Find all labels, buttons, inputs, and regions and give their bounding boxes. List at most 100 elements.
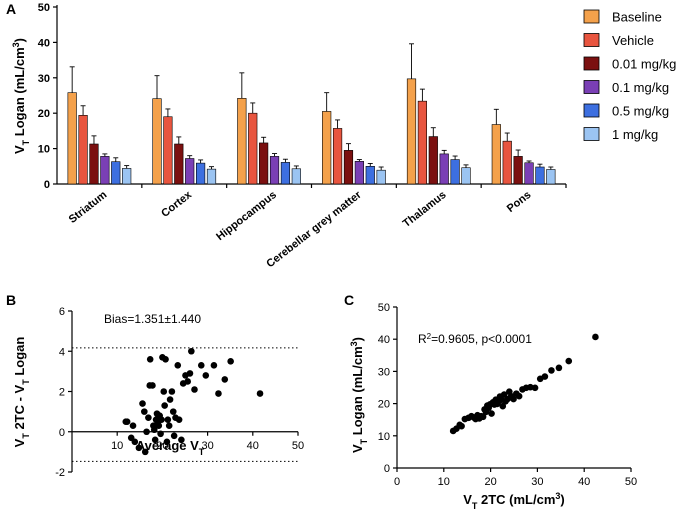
panel-b-point — [151, 436, 159, 444]
panel-a-y-title: VT Logan (mL/cm3) — [11, 38, 31, 154]
panel-c-anno-sup: 2 — [427, 332, 432, 341]
panel-b-ylabel-v1: V — [12, 438, 27, 447]
panel-c-x-tick-label: 20 — [484, 476, 496, 488]
panel-c-point — [531, 384, 539, 392]
panel-b-x-tick-label: 50 — [292, 440, 304, 452]
bar — [406, 78, 417, 185]
bar — [365, 166, 375, 185]
panel-a-ylabel-sub: T — [21, 139, 31, 145]
panel-a-y-tick-label: 40 — [38, 37, 50, 49]
panel-c-ylabel-sub: T — [359, 438, 369, 444]
legend-swatch — [583, 33, 600, 47]
panel-a-y-tick-label: 30 — [38, 73, 50, 85]
panel-b-y-tick-label: 2 — [59, 387, 65, 399]
legend-swatch — [583, 56, 600, 71]
panel-a-ylabel-rest: Logan (mL/cm — [12, 47, 27, 139]
legend-label: 1 mg/kg — [612, 127, 658, 142]
panel-c-y-tick-label: 10 — [378, 431, 390, 443]
panel-c-anno-rest: =0.9605, p<0.0001 — [431, 332, 532, 346]
panel-c-anno-main: R — [418, 332, 427, 346]
panel-b-point — [149, 382, 156, 389]
panel-a-ylabel-end: ) — [12, 38, 27, 42]
panel-c-point — [479, 413, 487, 421]
panel-b-point — [210, 362, 218, 369]
bar — [206, 168, 217, 185]
bar — [439, 153, 449, 185]
bar — [152, 98, 162, 185]
panel-b-ylabel-mid: 2TC - V — [12, 384, 27, 433]
bar — [78, 115, 88, 185]
bar — [237, 98, 247, 185]
bar — [524, 162, 534, 185]
panel-a-letter: A — [6, 1, 16, 17]
bar — [111, 161, 121, 185]
panel-b-point — [160, 388, 168, 395]
legend-swatch — [583, 127, 600, 141]
bar — [259, 142, 269, 185]
panel-c-point — [488, 410, 495, 417]
svg-text:VT 2TC - VT Logan: VT 2TC - VT Logan — [12, 337, 31, 448]
panel-b-point — [164, 416, 172, 423]
panel-c-x-title: VT 2TC (mL/cm3) — [463, 491, 565, 511]
panel-b-point — [161, 402, 168, 409]
panel-a-category-label: Cortex — [159, 188, 195, 219]
panel-b-point — [163, 438, 171, 446]
panel-b-y-title: VT 2TC - VT Logan — [12, 337, 31, 448]
panel-b-point — [162, 356, 169, 363]
panel-b-y-tick-label: 0 — [59, 427, 65, 439]
panel-a-category-label: Hippocampus — [214, 189, 279, 243]
legend-swatch — [583, 103, 600, 118]
panel-a-y-tick-label: 50 — [38, 2, 50, 14]
panel-b-point — [146, 356, 154, 363]
panel-c-xlabel-sup: 3 — [555, 491, 560, 501]
legend-swatch — [583, 80, 600, 94]
bar — [354, 161, 364, 185]
panel-b-point — [197, 362, 205, 369]
bar — [185, 158, 195, 185]
bar — [376, 169, 386, 185]
bar — [67, 92, 77, 185]
bar — [196, 162, 206, 185]
bar — [291, 168, 301, 185]
svg-text:VT Logan (mL/cm3): VT Logan (mL/cm3) — [11, 38, 31, 154]
panel-b-y-tick-label: 6 — [59, 306, 65, 318]
panel-b-point — [166, 396, 174, 403]
panel-b-point — [215, 390, 222, 397]
panel-c-plot: 0 10 20 30 40 50 0 10 20 30 40 50 — [378, 302, 637, 488]
bar — [491, 124, 501, 185]
panel-b-point — [169, 408, 177, 415]
panel-c-point — [510, 395, 517, 403]
panel-b-ylabel-end: Logan — [12, 337, 27, 380]
panel-a-y-tick-label: 20 — [38, 108, 50, 120]
panel-c-y-tick-label: 20 — [378, 399, 390, 411]
bar — [100, 156, 110, 185]
panel-b-letter: B — [6, 292, 16, 308]
panel-b-point — [139, 400, 146, 407]
bar — [322, 111, 332, 185]
panel-b-point — [157, 430, 164, 438]
bar — [535, 166, 545, 185]
panel-b-point — [155, 422, 163, 430]
panel-c-letter: C — [344, 292, 354, 308]
panel-b-point — [202, 372, 210, 379]
bar — [417, 100, 428, 185]
panel-b-ylabel-t2: T — [21, 379, 31, 385]
panel-c-y-tick-label: 0 — [384, 463, 390, 475]
panel-a-ylabel-sup: 3 — [11, 42, 21, 47]
bar — [280, 162, 291, 185]
panel-c-ylabel-main: V — [350, 444, 365, 453]
bar — [502, 140, 512, 185]
panel-b-point — [141, 448, 149, 456]
panel-b-point — [129, 422, 137, 430]
panel-b-point — [123, 418, 131, 425]
panel-b-y-tick-label: -2 — [55, 467, 65, 479]
panel-c-point — [515, 392, 523, 400]
legend-label: Vehicle — [612, 33, 654, 48]
panel-c-point — [565, 357, 573, 365]
bar — [89, 143, 99, 185]
panel-b-point — [168, 388, 176, 395]
bar — [332, 128, 343, 185]
panel-b-x-tick-label: 40 — [247, 440, 259, 452]
panel-c-x-tick-label: 40 — [578, 476, 590, 488]
panel-c-point — [458, 422, 465, 430]
